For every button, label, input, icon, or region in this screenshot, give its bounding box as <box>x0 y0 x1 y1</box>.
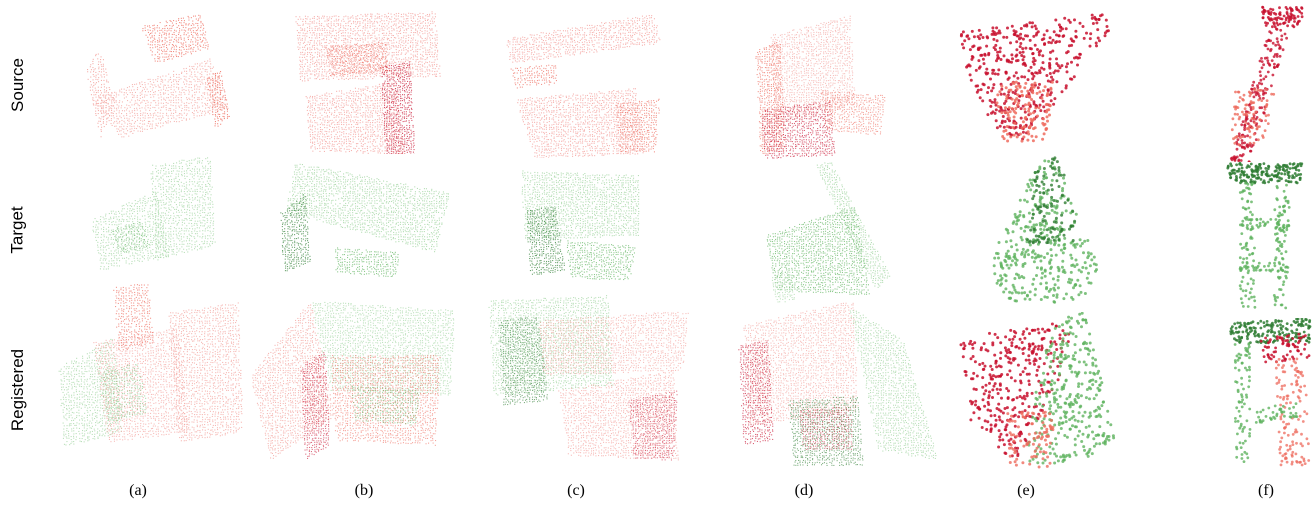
point-cloud-d-target <box>766 162 891 303</box>
column-label-e: (e) <box>996 482 1056 500</box>
column-label-c: (c) <box>546 482 606 500</box>
point-cloud-d-source <box>755 15 886 159</box>
point-cloud-f-source <box>1229 5 1304 162</box>
column-label-a: (a) <box>108 482 168 500</box>
row-label-registered: Registered <box>6 305 30 475</box>
point-cloud-f-target <box>1226 161 1304 310</box>
point-cloud-b-target <box>280 163 449 277</box>
point-cloud-a-target <box>92 157 216 270</box>
point-cloud-d-registered <box>738 302 937 466</box>
point-cloud-b-registered <box>252 301 455 459</box>
point-cloud-f-registered <box>1229 318 1312 467</box>
column-label-f: (f) <box>1236 482 1296 500</box>
point-cloud-e-source <box>959 13 1110 143</box>
point-cloud-b-source <box>295 11 441 154</box>
column-label-b: (b) <box>334 482 394 500</box>
column-label-d: (d) <box>774 482 834 500</box>
row-label-target: Target <box>6 160 30 300</box>
point-cloud-a-source <box>87 14 230 138</box>
point-cloud-e-target <box>992 156 1098 304</box>
point-cloud-e-registered <box>959 312 1116 469</box>
row-label-source: Source <box>6 15 30 155</box>
point-cloud-c-source <box>506 15 661 158</box>
point-cloud-c-target <box>521 170 640 281</box>
point-cloud-c-registered <box>488 295 689 461</box>
point-cloud-a-registered <box>58 284 243 446</box>
